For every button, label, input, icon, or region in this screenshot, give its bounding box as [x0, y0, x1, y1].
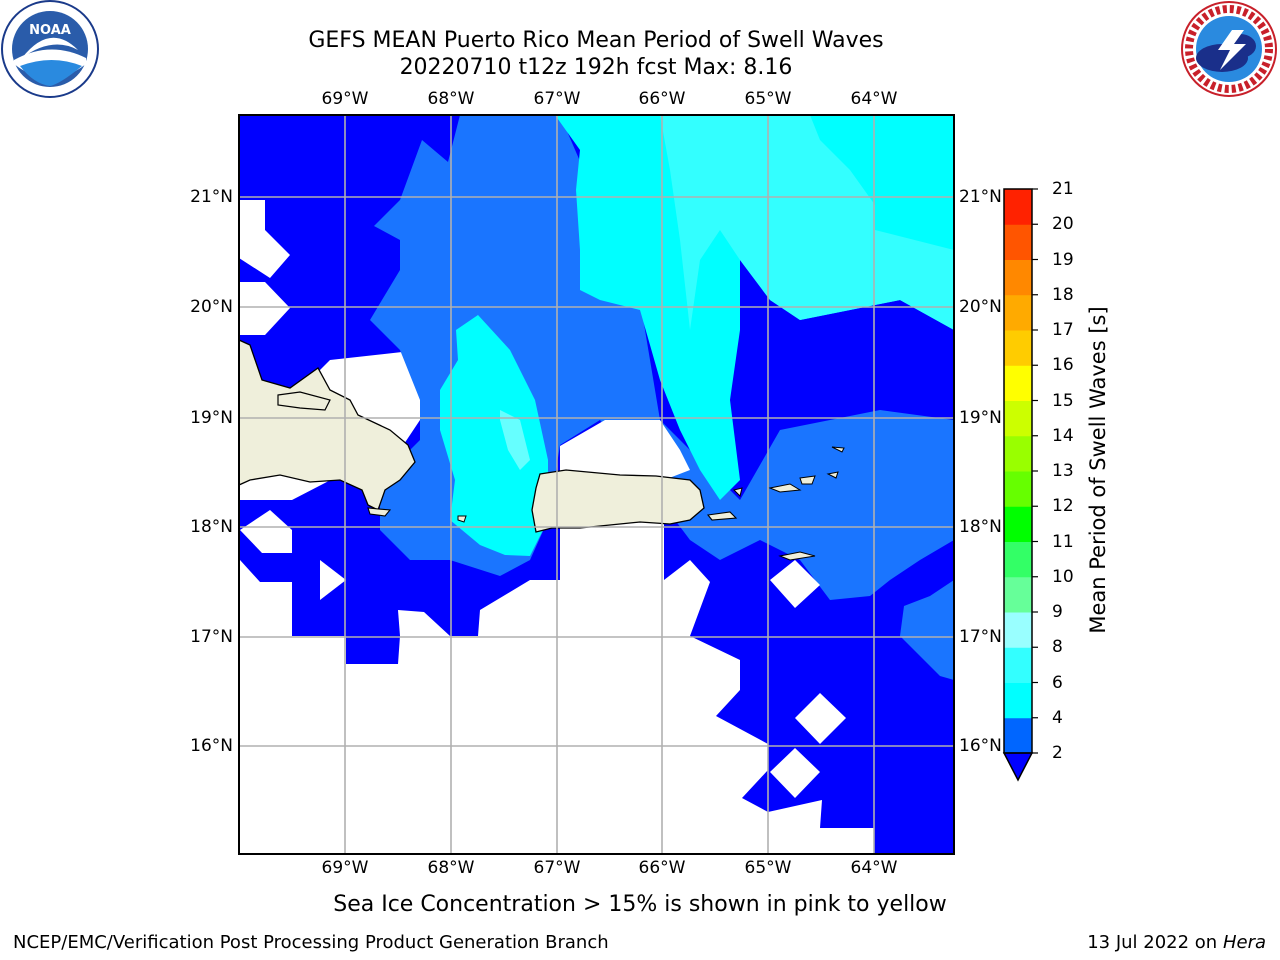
lat-label-right: 20°N [959, 297, 1002, 317]
lon-label-top: 66°W [638, 89, 686, 109]
map-subtitle: 20220710 t12z 192h fcst Max: 8.16 [399, 55, 793, 80]
colorbar-label: 18 [1052, 284, 1074, 305]
lat-label-left: 20°N [190, 297, 233, 317]
colorbar-label: 15 [1052, 390, 1074, 411]
colorbar-segment [1004, 471, 1032, 507]
footer-host: Hera [1222, 932, 1266, 953]
lat-label-right: 16°N [959, 736, 1002, 756]
lon-label-bottom: 65°W [744, 858, 792, 878]
lon-label-bottom: 68°W [427, 858, 475, 878]
noaa-logo-text: NOAA [29, 23, 71, 38]
colorbar-segment [1004, 612, 1032, 648]
colorbar-label: 14 [1052, 425, 1074, 446]
colorbar-label: 9 [1052, 602, 1063, 622]
nws-logo [1181, 1, 1277, 97]
land-puerto-rico [531, 469, 705, 533]
colorbar-segment [1004, 576, 1032, 613]
colorbar-under-arrow [1002, 752, 1034, 782]
footer-timestamp: 13 Jul 2022 on Hera [1087, 932, 1266, 953]
colorbar-segment [1004, 365, 1032, 401]
lon-label-bottom: 69°W [321, 858, 369, 878]
wave-band-6-8 [660, 115, 954, 330]
land-hispaniola [239, 339, 416, 511]
colorbar-label: 21 [1052, 179, 1074, 199]
lat-label-right: 18°N [959, 517, 1002, 537]
lat-label-right: 17°N [959, 627, 1002, 647]
colorbar-frame [1003, 188, 1033, 754]
colorbar-segment [1004, 400, 1032, 437]
colorbar-segment [1004, 506, 1032, 542]
colorbar-label: 16 [1052, 355, 1074, 376]
colorbar-label: 2 [1052, 743, 1063, 763]
colorbar-label: 17 [1052, 320, 1074, 340]
lon-label-top: 69°W [321, 89, 369, 109]
map-frame [238, 114, 955, 855]
colorbar-segment [1004, 717, 1032, 754]
colorbar-segment [1004, 647, 1032, 683]
lat-label-left: 21°N [190, 187, 233, 207]
lat-label-left: 18°N [190, 517, 233, 537]
lon-label-top: 64°W [850, 89, 898, 109]
footer-date: 13 Jul 2022 on [1087, 932, 1218, 953]
noaa-logo: NOAA [1, 0, 99, 98]
map-area [239, 115, 954, 854]
map-title: GEFS MEAN Puerto Rico Mean Period of Swe… [308, 28, 884, 53]
colorbar-label: 10 [1052, 566, 1074, 587]
colorbar-segment [1004, 224, 1032, 260]
lat-label-left: 19°N [190, 408, 233, 428]
lon-label-top: 65°W [744, 89, 792, 109]
colorbar-label: 4 [1052, 707, 1063, 728]
colorbar-label: 6 [1052, 672, 1063, 693]
colorbar-segment [1004, 330, 1032, 366]
colorbar-segment [1004, 682, 1032, 719]
colorbar-segment [1004, 189, 1032, 225]
colorbar-label: 12 [1052, 496, 1074, 517]
lat-label-right: 21°N [959, 187, 1002, 207]
colorbar-label: 8 [1052, 637, 1063, 658]
colorbar-segment [1004, 541, 1032, 578]
colorbar-label: 11 [1052, 531, 1074, 552]
lat-label-left: 16°N [190, 736, 233, 756]
colorbar-segment [1004, 435, 1032, 472]
lon-label-top: 68°W [427, 89, 475, 109]
colorbar-segment [1004, 259, 1032, 296]
colorbar-label: 20 [1052, 214, 1074, 235]
colorbar-label: 19 [1052, 249, 1074, 270]
colorbar-title: Mean Period of Swell Waves [s] [1086, 306, 1110, 634]
lat-label-left: 17°N [190, 627, 233, 647]
lon-label-bottom: 64°W [850, 858, 898, 878]
colorbar-segment [1004, 294, 1032, 331]
sea-ice-note: Sea Ice Concentration > 15% is shown in … [333, 892, 947, 917]
lon-label-bottom: 66°W [638, 858, 686, 878]
colorbar-label: 13 [1052, 461, 1074, 481]
footer-branch: NCEP/EMC/Verification Post Processing Pr… [13, 932, 609, 953]
map-gridlines [239, 115, 954, 854]
lon-label-top: 67°W [533, 89, 581, 109]
colorbar [1002, 188, 1038, 782]
lon-label-bottom: 67°W [533, 858, 581, 878]
lat-label-right: 19°N [959, 408, 1002, 428]
